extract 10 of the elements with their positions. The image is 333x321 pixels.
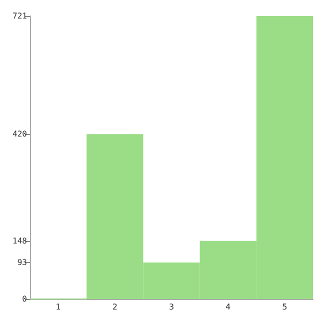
y-tick-label: 0 [22, 294, 28, 304]
y-tick-label: 721 [12, 12, 28, 20]
x-tick-label: 3 [168, 302, 174, 312]
y-tick-label: 148 [12, 236, 28, 246]
y-tick-label: 93 [17, 258, 28, 267]
x-tick-label: 2 [112, 302, 118, 312]
x-tick-label: 1 [56, 302, 61, 312]
x-tick-label: 4 [226, 302, 231, 312]
x-tick-label: 5 [282, 302, 288, 312]
y-tick-label: 420 [12, 130, 28, 139]
